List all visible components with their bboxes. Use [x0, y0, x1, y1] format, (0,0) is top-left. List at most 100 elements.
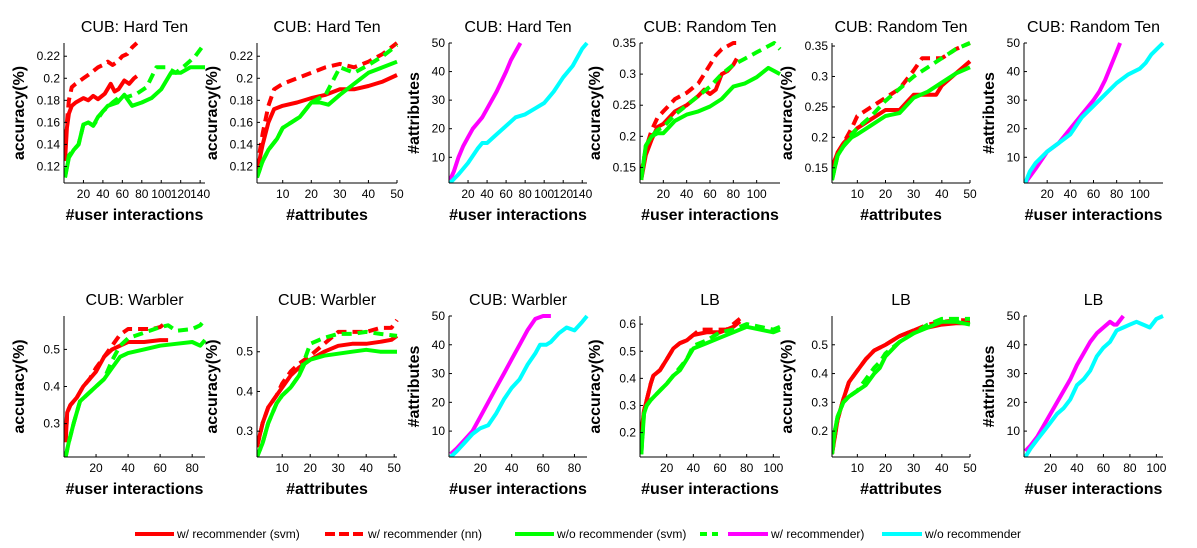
x-tick-label: 50	[963, 461, 977, 475]
series-line-w-recommender-nn	[257, 41, 399, 170]
y-tick-label: 0.16	[37, 115, 61, 129]
series-line-w-recommender-nn	[832, 41, 971, 169]
y-tick-label: 50	[432, 309, 446, 323]
x-tick-label: 80	[727, 187, 741, 201]
x-tick-label: 40	[687, 461, 701, 475]
subplot-8: CUB: Warbler 10 20 30 40 50 0.3 0.4 0.5 #attribut…	[204, 292, 401, 498]
series-line-w-o-recommender-nn	[640, 41, 782, 181]
series-line-w-recommender-svm	[257, 73, 398, 173]
x-tick-label: 40	[121, 461, 135, 475]
series-line-w-o-recommender-nn	[257, 43, 399, 179]
x-axis-label: #attributes	[286, 207, 368, 224]
x-tick-label: 20	[461, 187, 475, 201]
series-line-w-recommender-nn	[64, 321, 167, 443]
series-line-w-o-recommender-nn	[832, 316, 970, 455]
x-tick-label: 20	[657, 187, 671, 201]
y-tick-label: 20	[1007, 122, 1021, 136]
y-axis-label: #attributes	[406, 72, 423, 154]
subplot-6: CUB: Random Ten 20 40 60 80 100 10 20 30 40 50 #use…	[981, 19, 1165, 224]
x-tick-label: 20	[474, 461, 488, 475]
y-axis-label: accuracy(%)	[587, 339, 604, 433]
y-axis-label: accuracy(%)	[204, 339, 221, 433]
x-tick-label: 80	[1110, 187, 1124, 201]
series-line-w-recommender-nn	[257, 318, 399, 448]
y-tick-label: 0.2	[811, 130, 828, 144]
legend: w/ recommender (svm) w/ recommender (nn) w…	[135, 527, 1021, 541]
subplot-title: CUB: Random Ten	[834, 19, 967, 36]
series-line-w-recommender-nn	[64, 41, 139, 156]
x-tick-label: 20	[660, 461, 674, 475]
legend-label: w/ recommender)	[770, 527, 864, 541]
series-line-w-recommender-svm	[832, 59, 972, 169]
series-line-w-o-recommender-svm	[832, 319, 971, 455]
y-tick-label: 0.22	[230, 49, 254, 63]
subplot-3: CUB: Hard Ten 20 40 60 80 100 120 140 10 20 30 40 50…	[406, 19, 593, 224]
y-tick-label: 0.16	[230, 115, 254, 129]
y-tick-label: 40	[432, 65, 446, 79]
y-tick-label: 0.35	[805, 39, 829, 53]
series-group	[1024, 314, 1164, 457]
subplot-title: LB	[891, 292, 911, 309]
y-tick-label: 0.3	[236, 424, 253, 438]
x-axis-label: #attributes	[286, 481, 368, 498]
y-axis-label: accuracy(%)	[587, 66, 604, 160]
y-tick-label: 0.5	[43, 342, 60, 356]
x-tick-label: 20	[305, 187, 319, 201]
x-tick-label: 80	[568, 461, 582, 475]
x-tick-label: 40	[96, 187, 110, 201]
series-line-w-o-recommender	[1024, 314, 1164, 457]
x-axis-label: #user interactions	[449, 207, 587, 224]
x-tick-label: 60	[1097, 461, 1111, 475]
x-axis-label: #user interactions	[641, 481, 779, 498]
y-tick-label: 50	[1007, 36, 1021, 50]
series-line-w-o-recommender-svm	[64, 338, 207, 457]
x-tick-label: 80	[1123, 461, 1137, 475]
y-tick-label: 50	[432, 36, 446, 50]
subplot-2: CUB: Hard Ten 10 20 30 40 50 0.12 0.14 0.16 0.18 0…	[204, 19, 404, 224]
x-tick-label: 40	[680, 187, 694, 201]
y-tick-label: 0.3	[43, 417, 60, 431]
x-tick-label: 100	[151, 187, 171, 201]
x-tick-label: 40	[1070, 461, 1084, 475]
subplot-title: LB	[700, 292, 720, 309]
x-tick-label: 30	[907, 187, 921, 201]
x-tick-label: 50	[388, 461, 402, 475]
y-tick-label: 0.5	[811, 338, 828, 352]
x-tick-label: 100	[534, 187, 554, 201]
subplot-title: CUB: Warbler	[469, 292, 568, 309]
x-tick-label: 50	[390, 187, 404, 201]
series-group	[640, 41, 782, 181]
x-axis-label: #user interactions	[1025, 481, 1163, 498]
x-tick-label: 140	[190, 187, 210, 201]
y-tick-label: 10	[432, 424, 446, 438]
x-tick-label: 100	[1146, 461, 1166, 475]
y-axis-label: #attributes	[406, 346, 423, 428]
y-tick-label: 20	[432, 122, 446, 136]
y-tick-label: 0.25	[613, 98, 637, 112]
legend-label: w/o recommender	[924, 527, 1021, 541]
series-line-w-recommender-svm	[64, 74, 139, 162]
legend-item-1: w/ recommender (svm)	[135, 527, 300, 541]
y-tick-label: 0.12	[230, 159, 254, 173]
series-group	[640, 317, 781, 455]
x-tick-label: 10	[276, 187, 290, 201]
x-tick-label: 30	[333, 187, 347, 201]
x-tick-label: 30	[907, 461, 921, 475]
y-tick-label: 0.25	[805, 100, 829, 114]
x-tick-label: 140	[572, 187, 592, 201]
x-tick-label: 10	[851, 187, 865, 201]
y-axis-label: accuracy(%)	[779, 339, 796, 433]
series-line-w-recommender	[449, 314, 551, 456]
x-axis-label: #user interactions	[449, 481, 587, 498]
series-line-w-recommender	[449, 42, 523, 181]
subplot-10: LB 20 40 60 80 100 0.2 0.3 0.4 0.5 0.6 #user intera…	[587, 292, 784, 498]
x-axis-label: #attributes	[860, 481, 942, 498]
x-tick-label: 120	[553, 187, 573, 201]
x-tick-label: 40	[360, 461, 374, 475]
y-tick-label: 10	[1007, 424, 1021, 438]
y-tick-label: 0.35	[613, 36, 637, 50]
y-tick-label: 20	[1007, 395, 1021, 409]
x-tick-label: 20	[879, 187, 893, 201]
y-tick-label: 10	[1007, 150, 1021, 164]
y-tick-label: 0.3	[619, 67, 636, 81]
